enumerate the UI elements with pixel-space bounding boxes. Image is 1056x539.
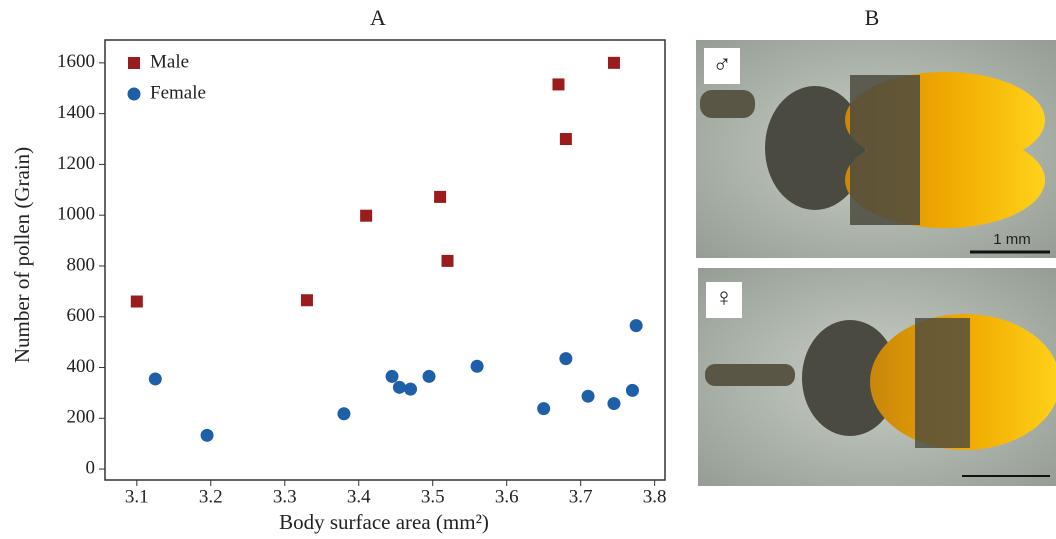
data-point: [148, 372, 162, 386]
scale-label: 1 mm: [993, 231, 1031, 248]
data-point: [422, 369, 436, 383]
panel-title: A: [370, 5, 386, 30]
panel-title: B: [865, 5, 880, 30]
data-point: [360, 209, 373, 222]
y-tick-label: 800: [67, 254, 96, 275]
data-point: [200, 428, 214, 442]
data-point: [300, 294, 313, 307]
data-point: [607, 56, 620, 69]
data-point: [434, 190, 447, 203]
data-point: [337, 407, 351, 421]
x-tick-label: 3.2: [199, 486, 223, 507]
x-tick-label: 3.5: [421, 486, 445, 507]
x-tick-label: 3.4: [347, 486, 371, 507]
y-tick-label: 1000: [57, 204, 95, 225]
x-tick-label: 3.6: [495, 486, 519, 507]
photo-female: ♀: [698, 268, 1056, 486]
photo-label: ♂: [712, 50, 732, 79]
y-tick-label: 200: [67, 407, 96, 428]
legend-marker: [127, 87, 141, 101]
data-point: [625, 383, 639, 397]
legend-marker: [128, 57, 140, 69]
x-tick-label: 3.8: [643, 486, 667, 507]
y-tick-label: 600: [67, 305, 96, 326]
data-point: [385, 369, 399, 383]
data-point: [629, 319, 643, 333]
x-tick-label: 3.1: [125, 486, 149, 507]
y-tick-label: 1600: [57, 51, 95, 72]
y-axis-label: Number of pollen (Grain): [10, 147, 34, 363]
data-point: [559, 133, 572, 146]
data-point: [130, 295, 143, 308]
data-point: [559, 352, 573, 366]
data-point: [470, 359, 484, 373]
photo-male: ♂ 1 mm: [696, 40, 1056, 258]
y-tick-label: 400: [67, 356, 96, 377]
x-tick-label: 3.3: [273, 486, 297, 507]
data-point: [581, 389, 595, 403]
y-tick-label: 1200: [57, 153, 95, 174]
data-point: [441, 254, 454, 267]
data-point: [392, 380, 406, 394]
y-tick-label: 0: [86, 457, 96, 478]
y-tick-label: 1400: [57, 102, 95, 123]
data-point: [404, 382, 418, 396]
data-point: [537, 402, 551, 416]
legend-label: Female: [150, 82, 206, 103]
x-tick-label: 3.7: [569, 486, 593, 507]
data-point: [607, 397, 621, 411]
photo-label: ♀: [714, 283, 734, 312]
legend-label: Male: [150, 51, 189, 72]
data-point: [552, 78, 565, 91]
plot-frame: [104, 39, 666, 481]
x-axis-label: Body surface area (mm²): [279, 510, 489, 534]
